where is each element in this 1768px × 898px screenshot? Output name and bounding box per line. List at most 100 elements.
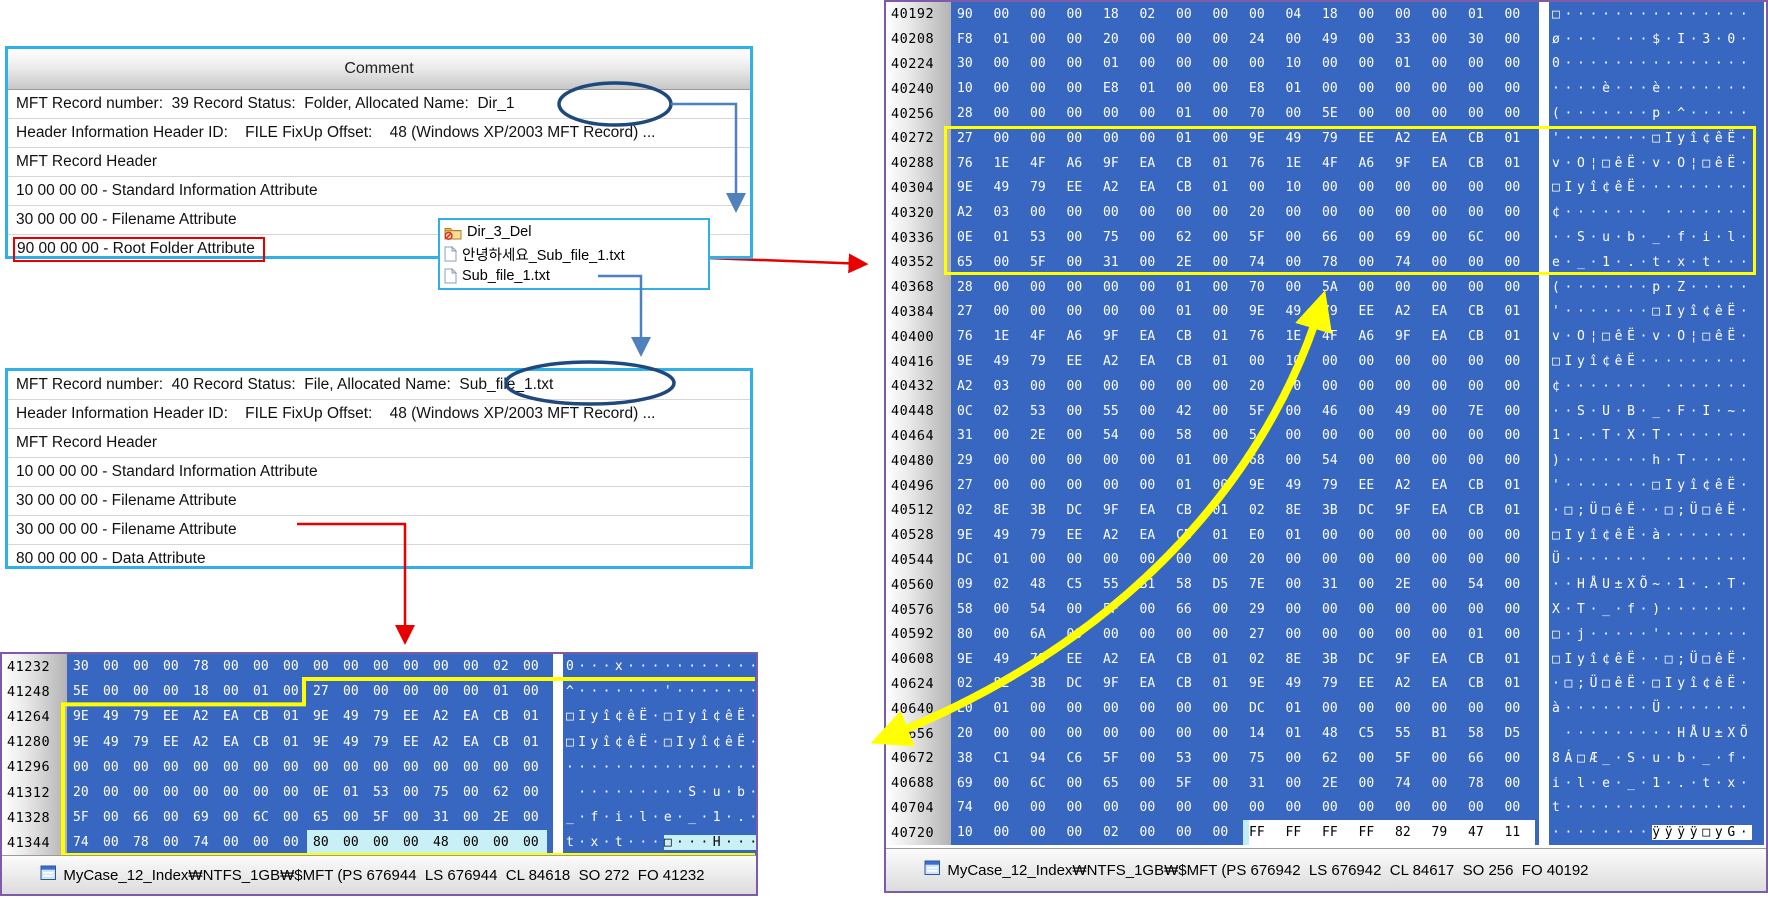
hex-row[interactable]: 41296 00 00 00 00 00 00 00 00 00 00 00 00 00 00 00 00 ···…	[2, 754, 756, 780]
hex-byte[interactable]: 10	[957, 81, 973, 97]
hex-byte[interactable]: 00	[1468, 56, 1484, 72]
hex-byte[interactable]: EE	[1358, 676, 1375, 692]
hex-byte[interactable]: 49	[1285, 478, 1302, 494]
hex-byte[interactable]: 00	[163, 810, 179, 826]
hex-ascii[interactable]: ········ ÿÿÿÿ□yG·	[1549, 820, 1764, 846]
hex-row[interactable]: 40528 9E 49 79 EE A2 EA CB 01 E0 01 00 00 00 00 00 00 □Iy…	[886, 522, 1766, 548]
hex-byte[interactable]: 31	[1249, 775, 1265, 791]
hex-byte[interactable]: 00	[1468, 453, 1484, 469]
hex-byte[interactable]: 24	[1249, 31, 1265, 47]
hex-byte[interactable]: 31	[1322, 577, 1338, 593]
hex-byte[interactable]: 00	[993, 6, 1010, 22]
hex-byte[interactable]: 9E	[957, 527, 973, 543]
comment-row[interactable]: MFT Record number: 40 Record Status: Fil…	[8, 371, 750, 400]
hex-byte[interactable]: 00	[1176, 726, 1192, 741]
hex-byte[interactable]: C5	[1358, 726, 1375, 741]
hex-byte[interactable]: E0	[1249, 527, 1265, 543]
hex-ascii[interactable]: ^·······'·······	[563, 679, 756, 705]
hex-byte[interactable]: 00	[993, 254, 1010, 270]
hex-byte[interactable]: 78	[1322, 254, 1338, 270]
hex-byte[interactable]: 01	[993, 230, 1010, 246]
hex-byte[interactable]: 00	[1139, 31, 1156, 47]
hex-byte[interactable]: 00	[1431, 56, 1448, 72]
hex-byte[interactable]: 00	[1504, 626, 1521, 642]
hex-byte[interactable]: 31	[957, 428, 973, 444]
hex-byte[interactable]: 55	[1103, 577, 1119, 593]
hex-ascii[interactable]: (·······p·Z·····	[1549, 274, 1764, 300]
hex-byte[interactable]: 01	[283, 734, 299, 750]
hex-byte[interactable]: 00	[1285, 577, 1302, 593]
hex-ascii[interactable]: v·O¦□êË·v·O¦□êË·	[1549, 150, 1764, 176]
hex-byte[interactable]: 5E	[1322, 106, 1338, 122]
hex-byte[interactable]: A2	[957, 205, 973, 221]
hex-byte[interactable]: EA	[1139, 676, 1156, 692]
hex-row[interactable]: 40272 27 00 00 00 00 00 01 00 9E 49 79 EE A2 EA CB 01 '··…	[886, 125, 1766, 151]
hex-ascii[interactable]: ··S·U·B·_·F·I·~·	[1549, 398, 1764, 424]
hex-byte[interactable]: 01	[1285, 81, 1302, 97]
hex-ascii[interactable]: ¢······· ·······	[1549, 373, 1764, 399]
hex-byte[interactable]: 00	[1066, 701, 1083, 717]
hex-byte[interactable]: 00	[1066, 626, 1083, 642]
hex-byte[interactable]: 00	[1395, 626, 1411, 642]
hex-byte[interactable]: 66	[1322, 230, 1338, 246]
hex-byte[interactable]: 00	[1468, 378, 1484, 394]
hex-byte[interactable]: 4F	[1030, 155, 1046, 171]
hex-byte[interactable]: 00	[1139, 750, 1156, 766]
hex-byte[interactable]: 48	[427, 830, 457, 855]
hex-byte[interactable]: 00	[1285, 428, 1302, 444]
hex-byte[interactable]: 00	[1212, 304, 1229, 320]
hex-byte[interactable]: 00	[1139, 56, 1156, 72]
hex-byte[interactable]: 01	[1176, 279, 1192, 295]
hex-byte[interactable]: EA	[1431, 329, 1448, 345]
hex-byte[interactable]: 00	[1103, 279, 1119, 295]
hex-ascii[interactable]: Ü······· ·······	[1549, 547, 1764, 573]
hex-byte[interactable]: 00	[993, 56, 1010, 72]
hex-byte[interactable]: 00	[1103, 378, 1119, 394]
hex-byte[interactable]: 00	[1176, 6, 1192, 22]
hex-byte[interactable]: 00	[283, 684, 299, 700]
hex-byte[interactable]: EA	[1139, 329, 1156, 345]
hex-byte[interactable]: 00	[1066, 478, 1083, 494]
comment-row[interactable]: 90 00 00 00 - Root Folder Attribute	[8, 235, 750, 263]
hex-byte[interactable]: EA	[1139, 651, 1156, 667]
hex-byte[interactable]: 00	[993, 775, 1010, 791]
hex-byte[interactable]: 01	[1504, 651, 1521, 667]
hex-byte[interactable]: 00	[1285, 602, 1302, 618]
hex-byte[interactable]: EA	[463, 709, 479, 725]
hex-byte[interactable]: 9E	[313, 734, 329, 750]
hex-byte[interactable]: 00	[1431, 453, 1448, 469]
hex-ascii[interactable]: ·········S·u·b·	[563, 779, 756, 806]
hex-byte[interactable]: 00	[1504, 577, 1521, 593]
hex-byte[interactable]: 00	[1030, 478, 1046, 494]
hex-byte[interactable]: 00	[223, 659, 239, 675]
hex-byte[interactable]: 01	[1176, 106, 1192, 122]
hex-byte[interactable]: EA	[1431, 676, 1448, 692]
hex-byte[interactable]: 00	[1322, 354, 1338, 370]
hex-byte[interactable]: 62	[1176, 230, 1192, 246]
hex-byte[interactable]: 54	[1249, 428, 1265, 444]
hex-byte[interactable]: 65	[957, 254, 973, 270]
hex-byte[interactable]: CB	[1176, 651, 1192, 667]
hex-byte[interactable]: CB	[1468, 651, 1484, 667]
hex-byte[interactable]: 31	[1103, 254, 1119, 270]
hex-row[interactable]: 40400 76 1E 4F A6 9F EA CB 01 76 1E 4F A6 9F EA CB 01 v·O…	[886, 324, 1766, 350]
hex-byte[interactable]: 01	[1176, 130, 1192, 146]
hex-byte[interactable]: 00	[1103, 626, 1119, 642]
hex-byte[interactable]: 00	[1139, 825, 1156, 841]
hex-byte[interactable]: 00	[283, 810, 299, 826]
hex-byte[interactable]: 00	[1504, 552, 1521, 568]
hex-byte[interactable]: 00	[1395, 527, 1411, 543]
hex-byte[interactable]: 00	[403, 684, 419, 700]
hex-byte[interactable]: 00	[253, 659, 269, 675]
hex-byte[interactable]: 00	[523, 759, 539, 775]
hex-byte[interactable]: 00	[993, 626, 1010, 642]
hex-byte[interactable]: 00	[1358, 552, 1375, 568]
hex-byte[interactable]: 00	[993, 279, 1010, 295]
hex-byte[interactable]: CB	[253, 709, 269, 725]
hex-byte[interactable]: 00	[103, 684, 119, 700]
hex-byte[interactable]: 9F	[1103, 676, 1119, 692]
hex-row[interactable]: 40720 10 00 00 00 02 00 00 00 FF FF FF FF 82 79 47 11 ···…	[886, 820, 1766, 846]
comment-row[interactable]: 10 00 00 00 - Standard Information Attri…	[8, 177, 750, 206]
hex-ascii[interactable]: ·□;Ü□êË·□Iyî¢êË·	[1549, 671, 1764, 697]
hex-byte[interactable]: 55	[1103, 403, 1119, 419]
